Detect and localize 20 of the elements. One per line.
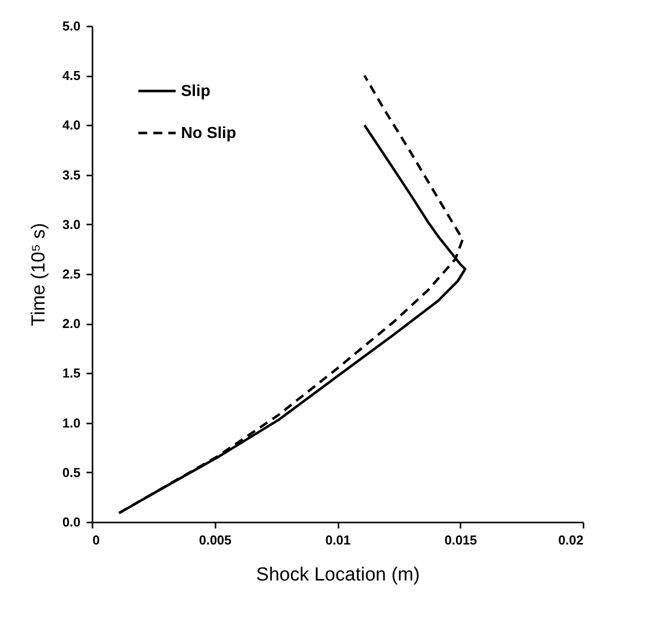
legend-label: No Slip xyxy=(181,125,236,142)
y-tick-label: 4.5 xyxy=(62,68,80,84)
y-tick-label: 2.0 xyxy=(62,316,80,332)
legend-label: Slip xyxy=(181,83,211,100)
x-tick-label: 0.005 xyxy=(198,532,232,548)
x-tick-label: 0.01 xyxy=(325,532,351,548)
y-tick-label: 1.5 xyxy=(62,366,80,381)
y-axis-title: Time (10⁵ s) xyxy=(28,222,50,326)
x-tick-label: 0.02 xyxy=(558,532,584,548)
y-tick-label: 5.0 xyxy=(62,18,80,34)
x-tick-label: 0.015 xyxy=(444,532,478,548)
y-tick-label: 2.5 xyxy=(62,266,80,282)
y-tick-label: 3.5 xyxy=(62,167,80,182)
x-axis-title: Shock Location (m) xyxy=(256,564,420,586)
y-tick-label: 0.0 xyxy=(62,514,80,530)
y-tick-label: 3.0 xyxy=(62,216,80,232)
y-tick-label: 1.0 xyxy=(62,415,80,430)
x-tick-label: 0 xyxy=(92,532,100,548)
y-tick-label: 4.0 xyxy=(62,118,80,133)
y-tick-label: 0.5 xyxy=(62,464,80,480)
